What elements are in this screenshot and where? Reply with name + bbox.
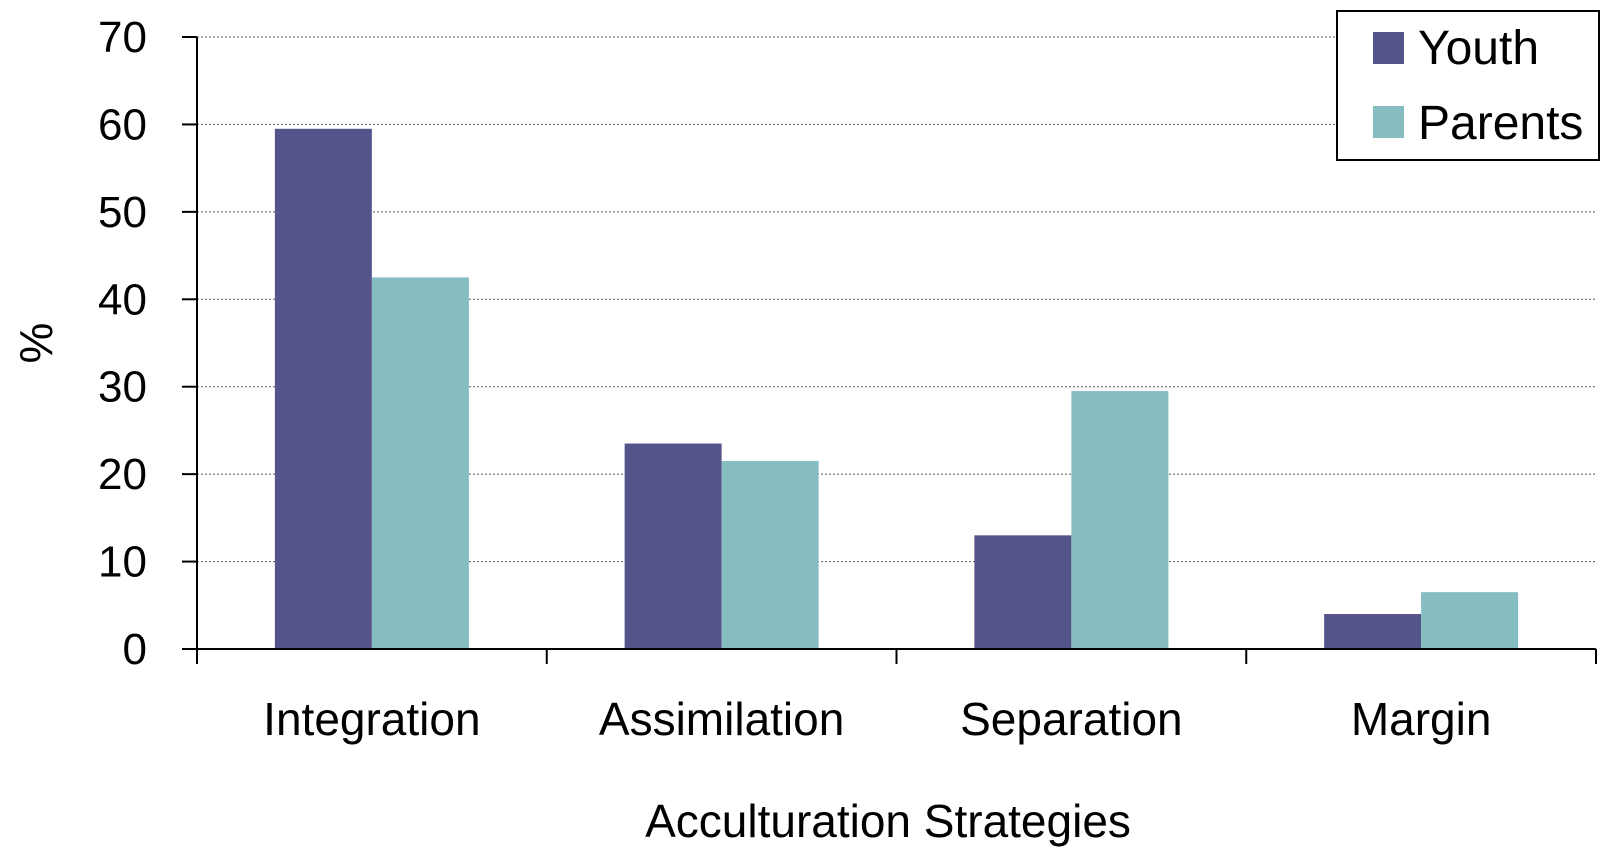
bars xyxy=(274,128,1519,650)
bar-youth-margin xyxy=(1324,614,1422,649)
y-ticks: 0 10 20 30 40 50 60 70 xyxy=(98,13,197,674)
y-tick-label: 60 xyxy=(98,100,147,149)
bar-youth-assimilation xyxy=(624,443,722,649)
legend-swatch-youth xyxy=(1373,32,1404,64)
y-tick-label: 0 xyxy=(123,625,147,674)
bar-parents-separation xyxy=(1071,391,1169,649)
y-tick-label: 40 xyxy=(98,275,147,324)
x-ticks: Integration Assimilation Separation Margin xyxy=(196,649,1597,745)
bar-parents-integration xyxy=(371,277,469,649)
y-tick-label: 30 xyxy=(98,363,147,412)
x-tick-label: Assimilation xyxy=(599,693,844,745)
legend-label-parents: Parents xyxy=(1418,97,1583,150)
axes xyxy=(182,37,1596,650)
x-tick-label: Integration xyxy=(263,693,480,745)
y-tick-label: 50 xyxy=(98,188,147,237)
y-axis-title: % xyxy=(10,323,62,364)
legend: Youth Parents xyxy=(1336,10,1600,161)
x-tick-label: Separation xyxy=(960,693,1183,745)
bar-youth-integration xyxy=(274,128,372,650)
x-axis-title: Acculturation Strategies xyxy=(645,795,1131,847)
legend-swatch-parents xyxy=(1373,106,1404,138)
bar-youth-separation xyxy=(974,535,1072,649)
y-tick-label: 70 xyxy=(98,13,147,62)
bar-parents-assimilation xyxy=(721,461,819,649)
legend-label-youth: Youth xyxy=(1418,22,1539,75)
bar-parents-margin xyxy=(1421,592,1519,649)
x-tick-label: Margin xyxy=(1351,693,1492,745)
y-tick-label: 20 xyxy=(98,450,147,499)
y-tick-label: 10 xyxy=(98,538,147,587)
